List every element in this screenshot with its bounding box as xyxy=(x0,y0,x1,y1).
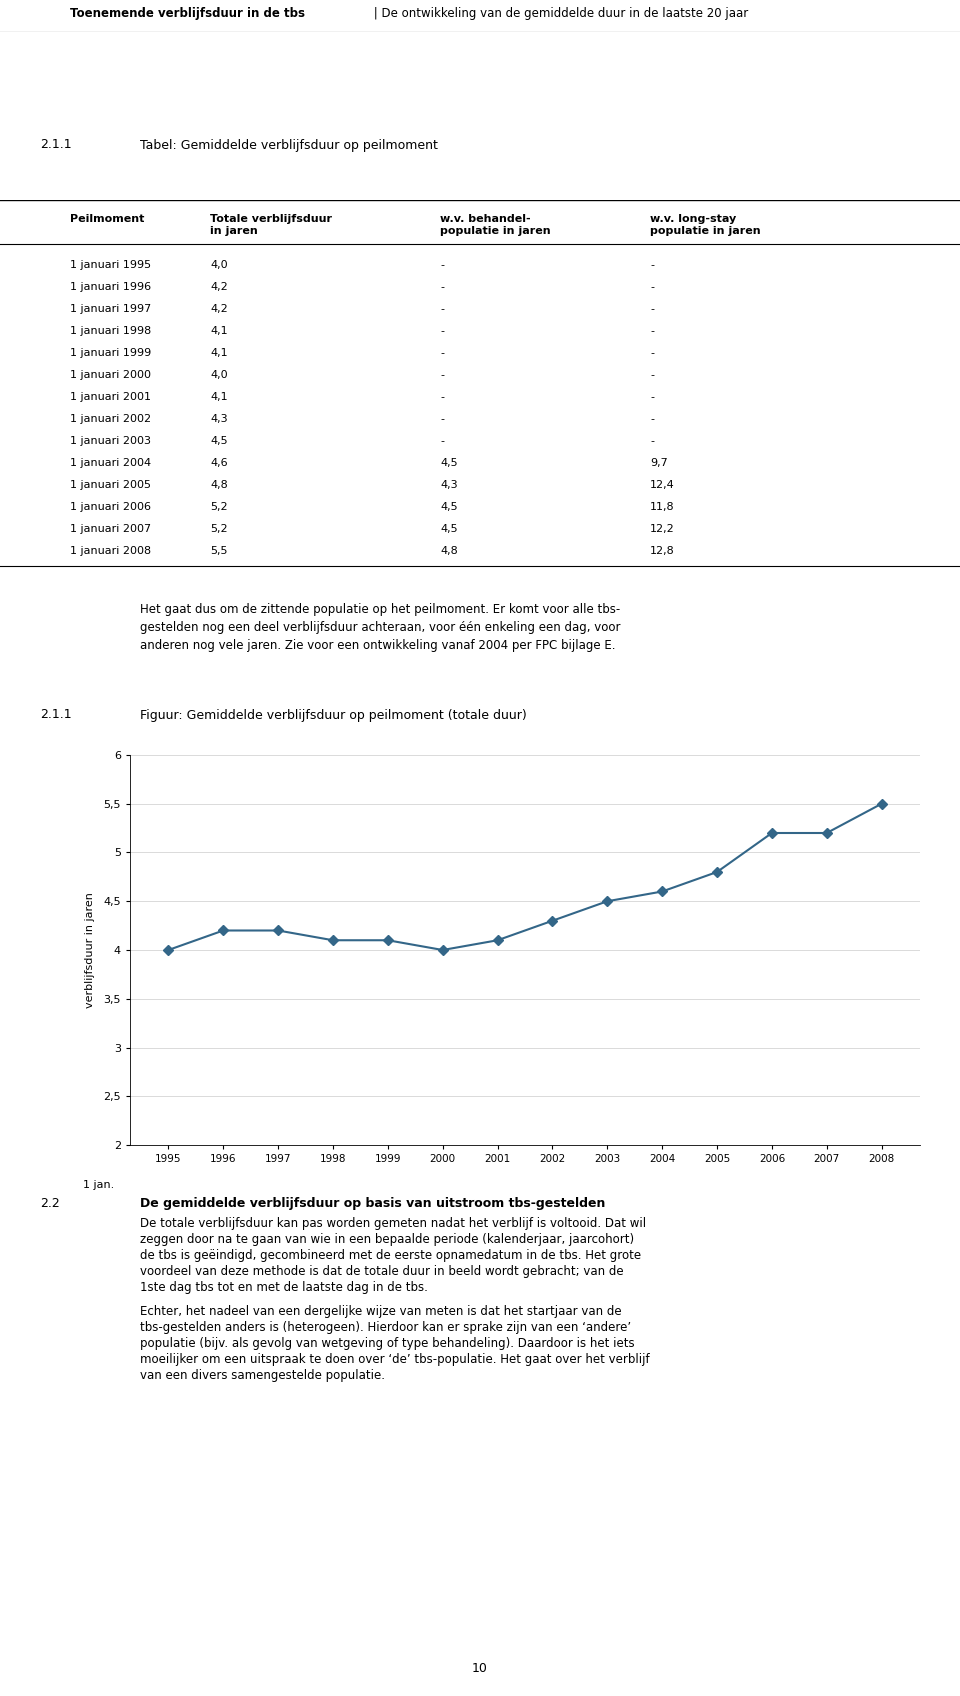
Text: Tabel: Gemiddelde verblijfsduur op peilmoment: Tabel: Gemiddelde verblijfsduur op peilm… xyxy=(140,139,438,151)
Text: 12,4: 12,4 xyxy=(650,480,675,490)
Text: 1 januari 2003: 1 januari 2003 xyxy=(70,436,151,446)
Text: 4,1: 4,1 xyxy=(210,326,228,336)
Text: 12,8: 12,8 xyxy=(650,546,675,556)
Text: 1 januari 1997: 1 januari 1997 xyxy=(70,304,152,314)
Text: 4,8: 4,8 xyxy=(440,546,458,556)
Y-axis label: verblijfsduur in jaren: verblijfsduur in jaren xyxy=(85,892,95,1007)
Text: 4,2: 4,2 xyxy=(210,282,228,292)
Text: 4,1: 4,1 xyxy=(210,348,228,358)
Text: 4,8: 4,8 xyxy=(210,480,228,490)
Text: 1 januari 1996: 1 januari 1996 xyxy=(70,282,151,292)
Text: -: - xyxy=(650,370,654,380)
Text: 1 januari 2006: 1 januari 2006 xyxy=(70,502,151,512)
Text: moeilijker om een uitspraak te doen over ‘de’ tbs-populatie. Het gaat over het v: moeilijker om een uitspraak te doen over… xyxy=(140,1353,650,1365)
Text: -: - xyxy=(650,348,654,358)
Text: zeggen door na te gaan van wie in een bepaalde periode (kalenderjaar, jaarcohort: zeggen door na te gaan van wie in een be… xyxy=(140,1233,635,1247)
Text: 1 januari 1999: 1 januari 1999 xyxy=(70,348,152,358)
Text: -: - xyxy=(650,259,654,270)
Text: w.v. long-stay: w.v. long-stay xyxy=(650,214,736,224)
Text: in jaren: in jaren xyxy=(210,226,257,236)
Text: -: - xyxy=(650,326,654,336)
Text: -: - xyxy=(440,414,444,424)
Text: -: - xyxy=(440,436,444,446)
Text: 4,0: 4,0 xyxy=(210,259,228,270)
Text: -: - xyxy=(650,436,654,446)
Text: Echter, het nadeel van een dergelijke wijze van meten is dat het startjaar van d: Echter, het nadeel van een dergelijke wi… xyxy=(140,1304,622,1318)
Text: gestelden nog een deel verblijfsduur achteraan, voor één enkeling een dag, voor: gestelden nog een deel verblijfsduur ach… xyxy=(140,621,620,634)
Text: | De ontwikkeling van de gemiddelde duur in de laatste 20 jaar: | De ontwikkeling van de gemiddelde duur… xyxy=(370,7,748,20)
Text: 1 januari 2004: 1 januari 2004 xyxy=(70,458,151,468)
Text: 4,5: 4,5 xyxy=(210,436,228,446)
Text: 1 januari 1998: 1 januari 1998 xyxy=(70,326,152,336)
Text: -: - xyxy=(440,259,444,270)
Text: 4,2: 4,2 xyxy=(210,304,228,314)
Text: 1 januari 2007: 1 januari 2007 xyxy=(70,524,151,534)
Text: -: - xyxy=(440,304,444,314)
Text: De totale verblijfsduur kan pas worden gemeten nadat het verblijf is voltooid. D: De totale verblijfsduur kan pas worden g… xyxy=(140,1218,646,1230)
Text: 4,0: 4,0 xyxy=(210,370,228,380)
Text: 4,1: 4,1 xyxy=(210,392,228,402)
Text: 12,2: 12,2 xyxy=(650,524,675,534)
Text: Het gaat dus om de zittende populatie op het peilmoment. Er komt voor alle tbs-: Het gaat dus om de zittende populatie op… xyxy=(140,604,620,616)
Text: 2.1.1: 2.1.1 xyxy=(40,709,72,721)
Text: tbs-gestelden anders is (heterogeen). Hierdoor kan er sprake zijn van een ‘ander: tbs-gestelden anders is (heterogeen). Hi… xyxy=(140,1321,631,1335)
Text: populatie (bijv. als gevolg van wetgeving of type behandeling). Daardoor is het : populatie (bijv. als gevolg van wetgevin… xyxy=(140,1336,635,1350)
Text: De gemiddelde verblijfsduur op basis van uitstroom tbs-gestelden: De gemiddelde verblijfsduur op basis van… xyxy=(140,1197,606,1209)
Text: -: - xyxy=(650,392,654,402)
Text: -: - xyxy=(650,282,654,292)
Text: 10: 10 xyxy=(472,1662,488,1674)
Text: de tbs is geëindigd, gecombineerd met de eerste opnamedatum in de tbs. Het grote: de tbs is geëindigd, gecombineerd met de… xyxy=(140,1248,641,1262)
Text: -: - xyxy=(440,282,444,292)
Text: 2.1.1: 2.1.1 xyxy=(40,139,72,151)
Text: 4,5: 4,5 xyxy=(440,524,458,534)
Text: 9,7: 9,7 xyxy=(650,458,668,468)
Text: 4,5: 4,5 xyxy=(440,458,458,468)
Text: Figuur: Gemiddelde verblijfsduur op peilmoment (totale duur): Figuur: Gemiddelde verblijfsduur op peil… xyxy=(140,709,527,721)
Text: -: - xyxy=(440,370,444,380)
Text: 4,5: 4,5 xyxy=(440,502,458,512)
Text: anderen nog vele jaren. Zie voor een ontwikkeling vanaf 2004 per FPC bijlage E.: anderen nog vele jaren. Zie voor een ont… xyxy=(140,639,615,651)
Text: 1 januari 1995: 1 januari 1995 xyxy=(70,259,151,270)
Text: 1ste dag tbs tot en met de laatste dag in de tbs.: 1ste dag tbs tot en met de laatste dag i… xyxy=(140,1280,428,1294)
Text: 1 januari 2002: 1 januari 2002 xyxy=(70,414,151,424)
Text: 1 januari 2005: 1 januari 2005 xyxy=(70,480,151,490)
Text: -: - xyxy=(650,414,654,424)
Text: Totale verblijfsduur: Totale verblijfsduur xyxy=(210,214,332,224)
Text: populatie in jaren: populatie in jaren xyxy=(650,226,760,236)
Text: Peilmoment: Peilmoment xyxy=(70,214,144,224)
Text: -: - xyxy=(650,304,654,314)
Text: 2.2: 2.2 xyxy=(40,1197,60,1209)
Text: voordeel van deze methode is dat de totale duur in beeld wordt gebracht; van de: voordeel van deze methode is dat de tota… xyxy=(140,1265,624,1279)
Text: -: - xyxy=(440,392,444,402)
Text: 5,2: 5,2 xyxy=(210,502,228,512)
Text: 1 jan.: 1 jan. xyxy=(83,1180,114,1191)
Text: 11,8: 11,8 xyxy=(650,502,675,512)
Text: w.v. behandel-: w.v. behandel- xyxy=(440,214,531,224)
Text: 1 januari 2008: 1 januari 2008 xyxy=(70,546,151,556)
Text: 1 januari 2000: 1 januari 2000 xyxy=(70,370,151,380)
Text: 4,3: 4,3 xyxy=(440,480,458,490)
Text: -: - xyxy=(440,326,444,336)
Text: 4,3: 4,3 xyxy=(210,414,228,424)
Text: van een divers samengestelde populatie.: van een divers samengestelde populatie. xyxy=(140,1369,385,1382)
Text: 4,6: 4,6 xyxy=(210,458,228,468)
Text: Toenemende verblijfsduur in de tbs: Toenemende verblijfsduur in de tbs xyxy=(70,7,305,20)
Text: 5,5: 5,5 xyxy=(210,546,228,556)
Text: 1 januari 2001: 1 januari 2001 xyxy=(70,392,151,402)
Text: 5,2: 5,2 xyxy=(210,524,228,534)
Text: -: - xyxy=(440,348,444,358)
Text: populatie in jaren: populatie in jaren xyxy=(440,226,551,236)
